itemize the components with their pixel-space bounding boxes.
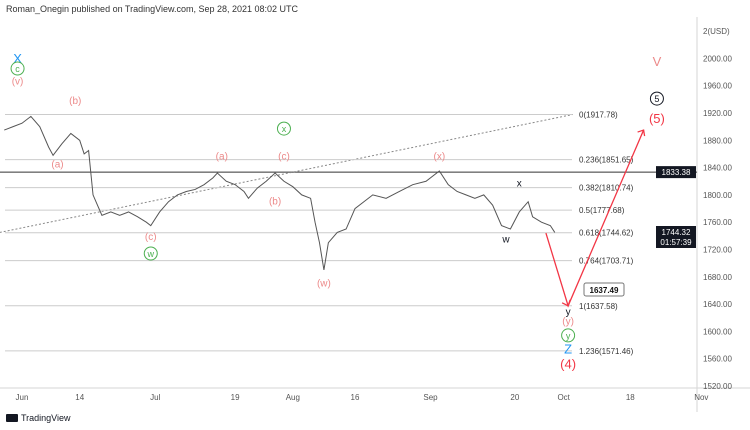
wave-label: x: [517, 179, 522, 190]
wave-label: (a): [216, 151, 228, 162]
target-price-callout: [583, 282, 625, 297]
line-price-label: 1833.38: [662, 168, 691, 177]
wave-label: c: [15, 64, 20, 74]
wave-label: (c): [145, 232, 157, 243]
wave-circle: [10, 61, 25, 76]
wave-circle: [143, 246, 158, 261]
wave-label: (b): [269, 196, 281, 207]
y-tick-label: 2000.00: [703, 54, 732, 63]
x-tick-label: 19: [231, 393, 240, 402]
target-price-label: 1637.49: [590, 286, 619, 295]
last-price-label: 1744.32: [662, 228, 691, 237]
wave-label: (y): [562, 317, 574, 328]
wave-label: y: [566, 331, 571, 341]
wave-label: (4): [560, 357, 576, 372]
wave-circle: [561, 328, 576, 343]
arrow-head-icon: [561, 299, 571, 307]
y-tick-label: 1520.00: [703, 382, 732, 391]
last-price-tag: [656, 226, 696, 248]
y-tick-label: 1560.00: [703, 355, 732, 364]
fib-level-label: 0.236(1851.65): [579, 156, 634, 165]
wave-label: (c): [278, 151, 290, 162]
wave-label: X: [13, 51, 22, 66]
fib-level-label: 1.236(1571.46): [579, 347, 634, 356]
y-tick-label: 1840.00: [703, 164, 732, 173]
x-tick-label: Jul: [150, 393, 160, 402]
x-tick-label: Jun: [16, 393, 29, 402]
wave-label: w: [501, 235, 510, 246]
fib-level-label: 0(1917.78): [579, 111, 618, 120]
tradingview-brand: TradingView: [6, 413, 71, 423]
y-tick-label: 1760.00: [703, 218, 732, 227]
x-tick-label: 20: [510, 393, 519, 402]
price-line: [4, 115, 556, 271]
wave-circle: [276, 121, 291, 136]
price-chart[interactable]: 2(USD) 2000.00 1960.00 1920.00 1880.00 1840.0…: [0, 0, 750, 412]
fib-level-label: 0.5(1777.68): [579, 206, 625, 215]
line-price-tag: [656, 166, 696, 179]
y-tick-label: 1920.00: [703, 109, 732, 118]
x-tick-label: Oct: [557, 393, 570, 402]
wave-label: y: [566, 307, 571, 318]
fib-level-label: 0.618(1744.62): [579, 229, 634, 238]
y-tick-label: 1680.00: [703, 273, 732, 282]
wave-label: (w): [317, 278, 331, 289]
y-tick-label: 1600.00: [703, 327, 732, 336]
countdown-label: 01:57:39: [660, 238, 692, 247]
wave-label: 5: [654, 94, 659, 104]
brand-label: TradingView: [21, 413, 71, 423]
x-tick-label: 16: [351, 393, 360, 402]
fib-level-label: 0.764(1703.71): [579, 257, 634, 266]
fib-level-label: 0.382(1810.74): [579, 184, 634, 193]
y-tick-label: 1960.00: [703, 82, 732, 91]
x-tick-label: Aug: [286, 393, 300, 402]
y-tick-label: 1800.00: [703, 191, 732, 200]
wave-label: V: [653, 54, 662, 69]
tradingview-logo-icon: [6, 414, 18, 422]
wave-label: (x): [434, 151, 446, 162]
y-tick-label: 1880.00: [703, 136, 732, 145]
x-tick-label: 14: [75, 393, 84, 402]
wave-label: (5): [649, 111, 665, 126]
wave-label: w: [147, 249, 155, 259]
y-tick-label: 2(USD): [703, 27, 730, 36]
wave-label: (v): [12, 76, 24, 87]
y-tick-label: 1640.00: [703, 300, 732, 309]
fib-level-label: 1(1637.58): [579, 302, 618, 311]
wave-label: Z: [564, 342, 572, 357]
x-tick-label: 18: [626, 393, 635, 402]
publisher-header: Roman_Onegin published on TradingView.co…: [6, 4, 299, 14]
x-tick-label: Nov: [694, 393, 708, 402]
wave-label: (a): [51, 160, 63, 171]
x-tick-label: Sep: [423, 393, 438, 402]
wave-circle: [649, 91, 664, 106]
y-tick-label: 1720.00: [703, 246, 732, 255]
arrow-head-icon: [637, 129, 646, 137]
wave-label: x: [282, 124, 287, 134]
trendline: [0, 114, 573, 233]
wave-label: (b): [69, 96, 81, 107]
